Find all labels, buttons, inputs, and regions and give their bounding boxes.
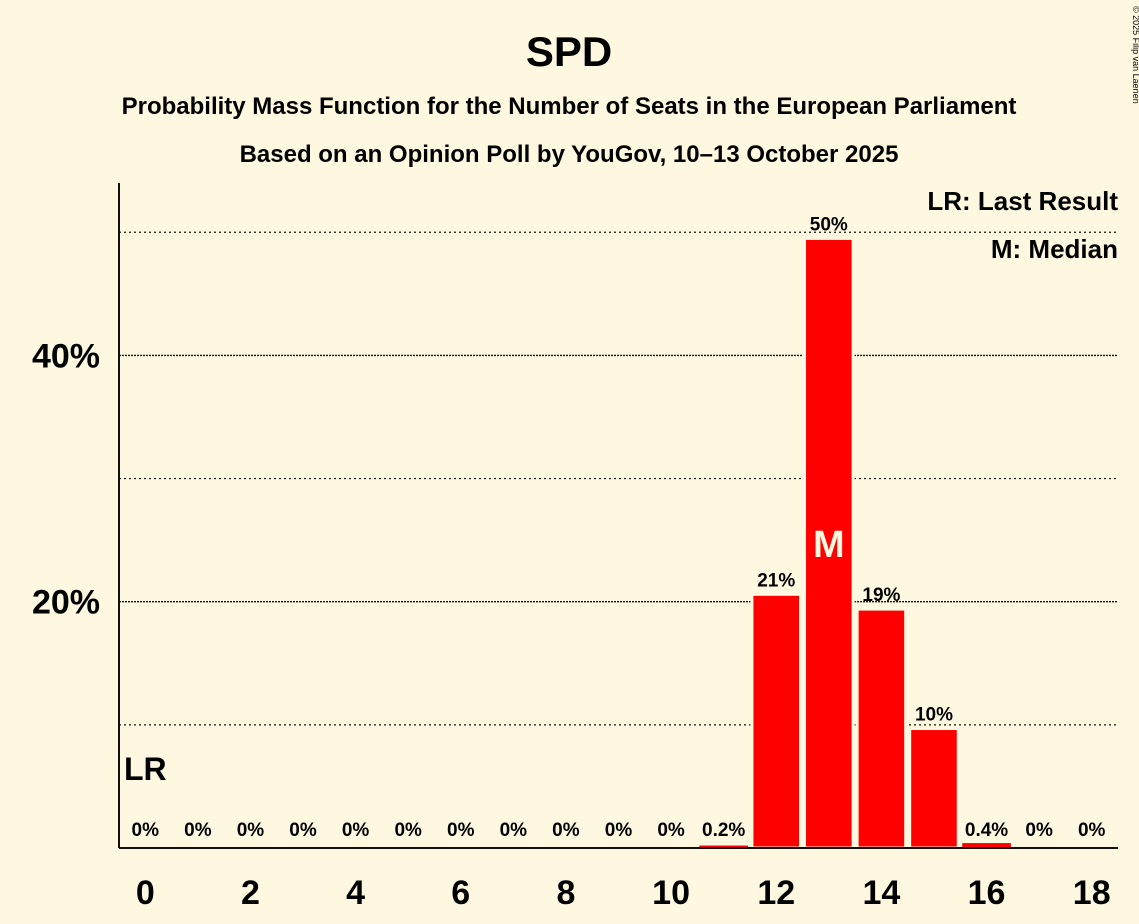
x-tick-label-2: 2: [241, 874, 260, 912]
bar-seat-15: [908, 727, 960, 850]
data-label-seat-7: 0%: [500, 820, 528, 841]
data-label-seat-10: 0%: [657, 820, 685, 841]
x-tick-label-0: 0: [136, 874, 155, 912]
data-label-seat-1: 0%: [184, 820, 212, 841]
data-label-seat-13: 50%: [810, 214, 848, 235]
bar-seat-14: [855, 607, 908, 850]
data-label-seat-14: 19%: [862, 585, 900, 606]
x-tick-label-18: 18: [1073, 874, 1111, 912]
y-tick-label-20: 20%: [32, 584, 100, 622]
chart-subtitle-2: Based on an Opinion Poll by YouGov, 10–1…: [240, 141, 899, 168]
data-label-seat-6: 0%: [447, 820, 475, 841]
data-label-seat-3: 0%: [289, 820, 317, 841]
data-label-seat-5: 0%: [394, 820, 422, 841]
x-tick-label-16: 16: [968, 874, 1006, 912]
bars: [699, 236, 1011, 850]
gridlines: [119, 231, 1118, 726]
bar-seat-13: [803, 236, 855, 850]
chart-subtitle: Probability Mass Function for the Number…: [122, 93, 1017, 120]
data-label-seat-2: 0%: [237, 820, 265, 841]
bar-seat-12: [750, 592, 803, 850]
bar-seat-16: [962, 843, 1011, 848]
x-tick-label-12: 12: [757, 874, 795, 912]
data-label-seat-0: 0%: [132, 820, 160, 841]
bar-seat-11: [699, 845, 748, 848]
data-labels: 0% 0% 0% 0% 0% 0% 0% 0% 0% 0% 0% 0.2% 21% 50% 19% 10% 0.…: [124, 214, 1106, 841]
data-label-seat-4: 0%: [342, 820, 370, 841]
x-tick-label-10: 10: [652, 874, 690, 912]
data-label-seat-16: 0.4%: [965, 820, 1008, 841]
x-tick-label-14: 14: [862, 874, 900, 912]
y-tick-label-40: 40%: [32, 337, 100, 375]
legend-median: M: Median: [991, 234, 1118, 264]
axes: 20% 40% 0 2 4 6 8 10 12 14 16 18: [32, 183, 1118, 912]
legend-last-result: LR: Last Result: [927, 186, 1118, 216]
chart-title: SPD: [526, 28, 612, 75]
data-label-seat-17: 0%: [1025, 820, 1053, 841]
x-tick-label-6: 6: [451, 874, 470, 912]
copyright-text: © 2025 Filip van Laenen: [1131, 6, 1139, 104]
last-result-marker: LR: [124, 751, 167, 787]
data-label-seat-8: 0%: [552, 820, 580, 841]
data-label-seat-15: 10%: [915, 705, 953, 726]
data-label-seat-11: 0.2%: [702, 820, 745, 841]
x-tick-label-4: 4: [346, 874, 365, 912]
data-label-seat-18: 0%: [1078, 820, 1106, 841]
x-tick-label-8: 8: [556, 874, 575, 912]
data-label-seat-9: 0%: [605, 820, 633, 841]
data-label-seat-12: 21%: [757, 570, 795, 591]
median-marker: M: [813, 524, 845, 566]
